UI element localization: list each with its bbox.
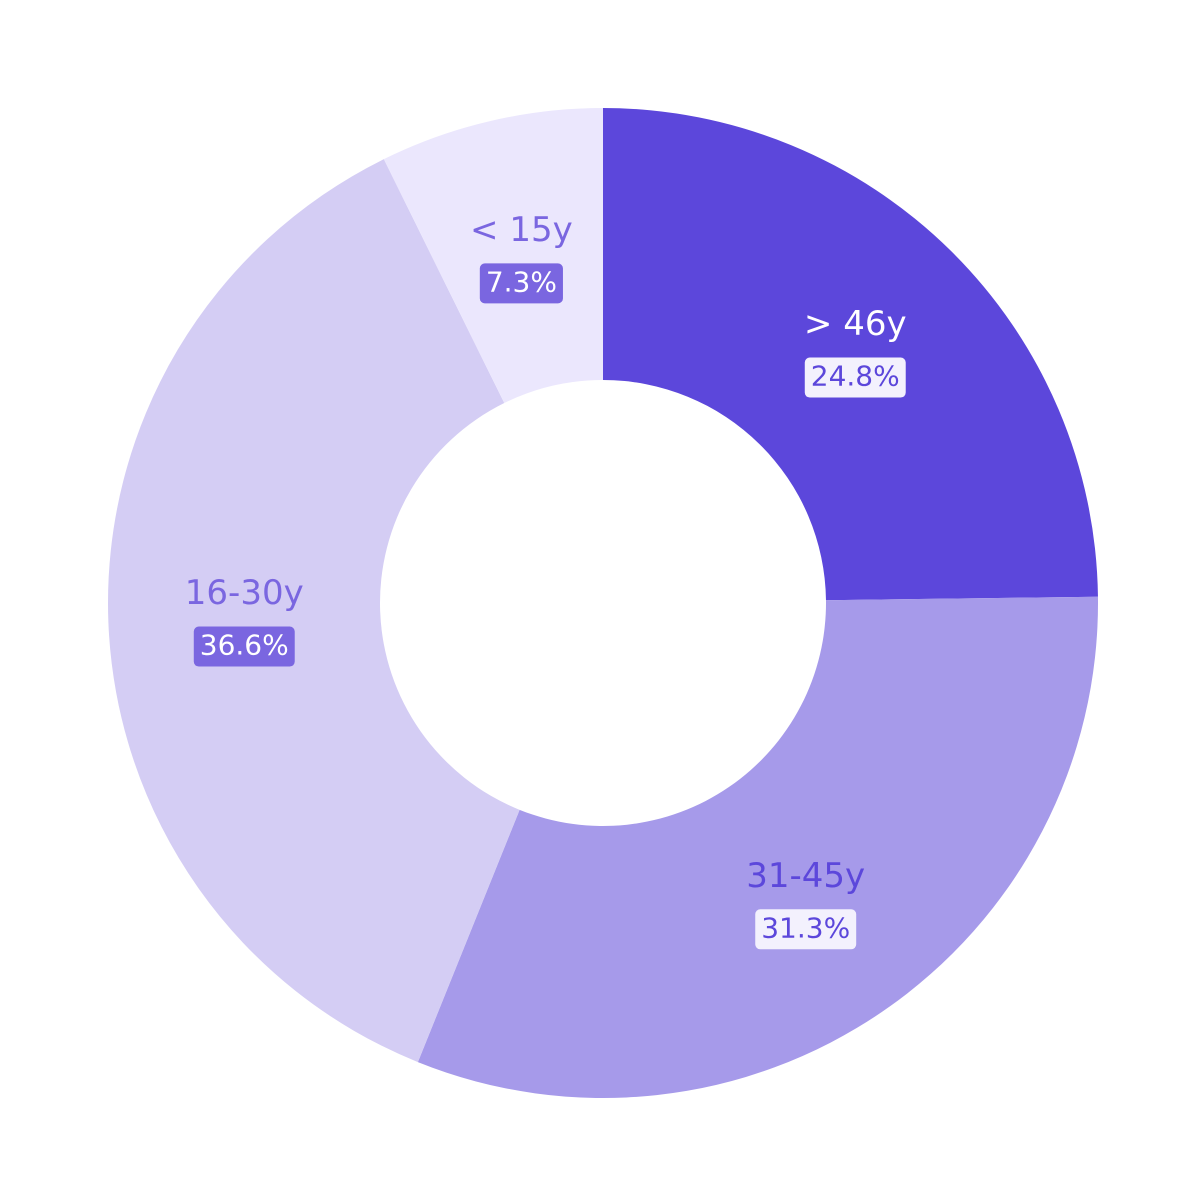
slice-label: > 46y bbox=[804, 304, 907, 344]
slice-label: 31-45y bbox=[746, 856, 865, 896]
slice-label: 16-30y bbox=[185, 573, 304, 613]
donut-slice bbox=[383, 108, 603, 404]
value-label: 31.3% bbox=[761, 911, 850, 944]
value-pill: 7.3% bbox=[479, 263, 563, 304]
value-pill-bg bbox=[755, 909, 857, 950]
value-pill: 31.3% bbox=[755, 909, 857, 950]
value-pill-bg bbox=[804, 357, 906, 398]
donut-slice bbox=[603, 108, 1098, 601]
value-pill: 24.8% bbox=[804, 357, 906, 398]
slice-label: < 15y bbox=[470, 210, 573, 250]
value-label: 24.8% bbox=[811, 360, 900, 393]
donut-slice bbox=[108, 159, 520, 1063]
donut-slice bbox=[417, 596, 1099, 1098]
value-pill-bg bbox=[193, 626, 295, 667]
value-pill-bg bbox=[479, 263, 563, 304]
value-label: 7.3% bbox=[486, 265, 557, 298]
value-label: 36.6% bbox=[200, 629, 289, 662]
value-pill: 36.6% bbox=[193, 626, 295, 667]
